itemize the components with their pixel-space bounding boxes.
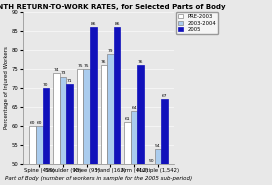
Text: 60: 60 (30, 121, 35, 125)
Text: 50: 50 (149, 159, 154, 163)
Text: 76: 76 (101, 60, 107, 64)
Bar (43, 88, 49, 185)
Bar (154, 149, 161, 185)
Y-axis label: Percentage of Injured Workers: Percentage of Injured Workers (4, 46, 9, 129)
Bar (29, 126, 36, 185)
Bar (36, 126, 43, 185)
Bar (161, 99, 168, 185)
Bar (90, 27, 97, 185)
Text: 64: 64 (131, 106, 137, 110)
Text: 61: 61 (125, 117, 130, 121)
Text: 67: 67 (162, 94, 167, 98)
Legend: PRE-2003, 2003-2004, 2005: PRE-2003, 2003-2004, 2005 (176, 12, 218, 34)
Bar (137, 65, 144, 185)
Bar (114, 27, 120, 185)
Title: 12-MONTH RETURN-TO-WORK RATES, for Selected Parts of Body: 12-MONTH RETURN-TO-WORK RATES, for Selec… (0, 4, 225, 10)
Text: 86: 86 (91, 22, 96, 26)
Bar (66, 84, 73, 185)
Text: 86: 86 (114, 22, 120, 26)
Bar (107, 54, 114, 185)
Bar (131, 111, 137, 185)
Bar (77, 69, 84, 185)
Text: 74: 74 (54, 68, 59, 72)
Bar (148, 164, 154, 185)
X-axis label: Part of Body (number of workers in sample for the 2005 sub-period): Part of Body (number of workers in sampl… (5, 176, 192, 181)
Text: 75: 75 (84, 64, 89, 68)
Text: 70: 70 (43, 83, 49, 87)
Bar (124, 122, 131, 185)
Bar (60, 77, 66, 185)
Text: 76: 76 (138, 60, 143, 64)
Bar (101, 65, 107, 185)
Bar (53, 73, 60, 185)
Text: 79: 79 (108, 49, 113, 53)
Bar (84, 69, 90, 185)
Text: 73: 73 (60, 71, 66, 75)
Text: 54: 54 (155, 144, 161, 148)
Text: 60: 60 (36, 121, 42, 125)
Text: 75: 75 (77, 64, 83, 68)
Text: 71: 71 (67, 79, 72, 83)
